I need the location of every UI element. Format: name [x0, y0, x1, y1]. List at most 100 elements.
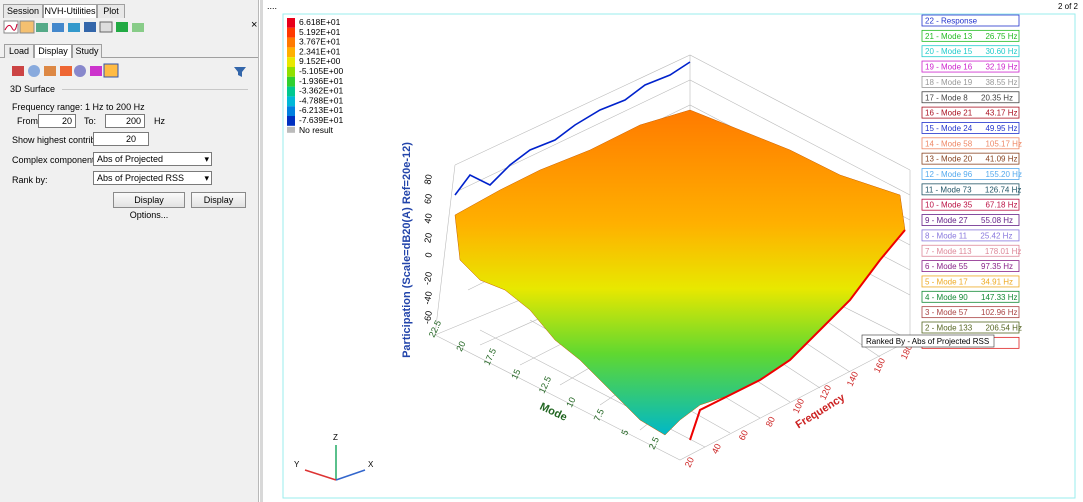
mode-tick-label: 20 [454, 340, 467, 353]
legend-item: 12 - Mode 96 155.20 Hz [925, 170, 1022, 179]
legend-box [921, 321, 1020, 334]
tool-icon[interactable] [28, 65, 40, 77]
complex-label: Complex component: [12, 155, 98, 165]
divider [0, 57, 258, 58]
display-options-button[interactable]: Display Options... [113, 192, 185, 220]
subtab[interactable]: Load [4, 44, 34, 58]
close-button[interactable]: × [251, 19, 257, 31]
legend-item: 8 - Mode 11 25.42 Hz [925, 231, 1012, 240]
rank-combo[interactable]: Abs of Projected RSS [93, 171, 212, 185]
tool-icon[interactable] [19, 20, 35, 34]
tool-icon[interactable] [84, 22, 96, 32]
legend-item: 19 - Mode 16 32.19 Hz [925, 63, 1018, 72]
colorbar-swatch [287, 37, 295, 48]
mode-tick-label: 5 [619, 428, 630, 437]
colorbar-swatch [287, 96, 295, 107]
frequency-tick-label: 20 [683, 456, 696, 469]
tool-icon[interactable] [74, 65, 86, 77]
filter-icon[interactable] [234, 67, 246, 77]
response-line [454, 61, 691, 196]
to-input[interactable]: 200 [105, 114, 145, 128]
to-label: To: [84, 116, 97, 126]
tool-icon[interactable] [103, 63, 119, 78]
colorbar: 6.618E+015.192E+013.767E+012.341E+019.15… [287, 17, 343, 135]
tool-icon[interactable] [12, 66, 24, 76]
from-label: From: [17, 116, 41, 126]
tab[interactable]: Plot [97, 4, 125, 18]
legend-box [921, 14, 1020, 27]
tab[interactable]: Session [3, 4, 43, 18]
highest-label: Show highest contrib: [12, 135, 99, 145]
toolbar: × [3, 19, 257, 34]
axis-triad: Z Y X [294, 433, 374, 481]
legend-box [921, 306, 1020, 319]
mode-tick-label: 7.5 [592, 407, 606, 423]
legend-box [921, 106, 1020, 119]
triad-label: Y [294, 460, 300, 469]
legend-item: 15 - Mode 24 49.95 Hz [925, 124, 1018, 133]
legend-item: 21 - Mode 13 26.75 Hz [925, 32, 1018, 41]
triad-label: Z [333, 433, 338, 442]
colorbar-label: 9.152E+00 [299, 56, 341, 66]
legend: 22 - Response 21 - Mode 13 26.75 Hz 20 - M… [921, 14, 1022, 349]
display-button[interactable]: Display [191, 192, 246, 208]
legend-box [921, 76, 1020, 88]
z-tick-label: 60 [422, 193, 434, 205]
colorbar-label: 6.618E+01 [299, 17, 341, 27]
legend-box [921, 260, 1020, 273]
section-rule [62, 89, 248, 90]
ranked-by: Ranked By - Abs of Projected RSS [866, 337, 989, 346]
tool-icon[interactable] [68, 23, 80, 32]
colorbar-label: 3.767E+01 [299, 37, 341, 47]
frequency-tick-label: 100 [791, 397, 806, 415]
frequency-tick-label: 60 [737, 429, 750, 442]
colorbar-label: -4.788E+01 [299, 95, 343, 105]
tool-icon[interactable] [99, 21, 113, 33]
tab[interactable]: NVH-Utilities [43, 4, 97, 18]
tool-icon[interactable] [60, 66, 72, 76]
colorbar-label: -6.213E+01 [299, 105, 343, 115]
legend-item: 7 - Mode 113 178.01 Hz [925, 247, 1021, 256]
tool-icon[interactable] [52, 23, 64, 32]
legend-box [921, 214, 1020, 226]
tool-icon[interactable] [132, 23, 144, 32]
z-tick-label: 80 [422, 174, 434, 186]
mode-tick-label: 2.5 [647, 435, 661, 451]
frequency-tick-label: 40 [710, 442, 723, 455]
surface [454, 109, 906, 436]
colorbar-label: -3.362E+01 [299, 86, 343, 96]
legend-item: 3 - Mode 57 102.96 Hz [925, 308, 1018, 317]
triad-axis [304, 469, 337, 481]
legend-item: 6 - Mode 55 97.35 Hz [925, 262, 1013, 271]
mode-tick-label: 15 [509, 368, 522, 381]
legend-item: 10 - Mode 35 67.18 Hz [925, 201, 1018, 210]
tool-icon[interactable] [116, 22, 128, 32]
triad-axis [335, 469, 366, 481]
legend-item: 18 - Mode 19 38.55 Hz [925, 78, 1018, 87]
z-tick-label: 40 [422, 213, 434, 225]
legend-box [921, 122, 1020, 134]
tool-icon[interactable] [44, 66, 56, 76]
colorbar-swatch [287, 27, 295, 38]
tool-icon[interactable] [36, 23, 48, 32]
colorbar-swatch [287, 57, 295, 67]
others-line [689, 229, 906, 441]
frequency-tick-label: 80 [764, 415, 777, 428]
highest-spin[interactable]: 20 [93, 132, 149, 146]
tool-icon[interactable] [90, 66, 102, 76]
legend-item: 2 - Mode 133 206.54 Hz [925, 324, 1022, 333]
legend-item: 5 - Mode 17 34.91 Hz [925, 277, 1013, 286]
complex-combo[interactable]: Abs of Projected [93, 152, 212, 166]
legend-item: 9 - Mode 27 55.08 Hz [925, 216, 1013, 225]
z-tick-label: -40 [422, 291, 434, 306]
subtab[interactable]: Study [72, 44, 102, 58]
subtab[interactable]: Display [34, 44, 72, 58]
from-input[interactable]: 20 [38, 114, 76, 128]
colorbar-swatch [287, 86, 295, 97]
legend-item: 4 - Mode 90 147.33 Hz [925, 293, 1018, 302]
z-axis-title: Participation (Scale=dB20(A) Ref=20e-12) [401, 142, 413, 358]
mode-tick-label: 17.5 [482, 347, 498, 367]
mode-tick-label: 12.5 [537, 375, 553, 395]
